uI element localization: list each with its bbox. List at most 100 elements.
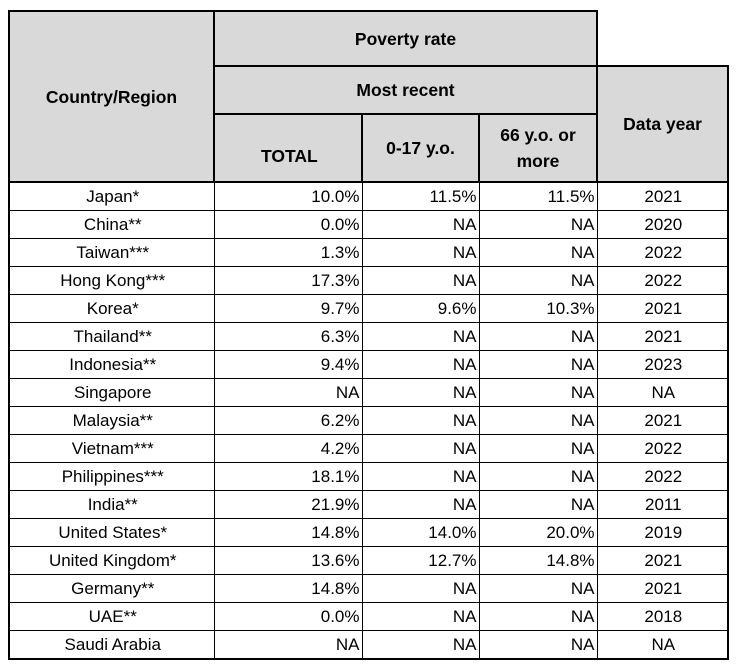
country-cell: United Kingdom* (8, 546, 215, 575)
header-total: TOTAL (213, 113, 363, 183)
country-cell: Taiwan*** (8, 238, 215, 267)
age-0-17-cell: NA (361, 574, 480, 603)
table-body: Japan* 10.0% 11.5% 11.5% 2021 China** 0.0% NA NA… (8, 181, 730, 660)
table-row: Thailand** 6.3% NA NA 2021 (8, 322, 730, 351)
table-row: Vietnam*** 4.2% NA NA 2022 (8, 434, 730, 463)
age-0-17-cell: 9.6% (361, 294, 480, 323)
header-country-region: Country/Region (8, 10, 215, 183)
age-0-17-cell: NA (361, 490, 480, 519)
country-cell: United States* (8, 518, 215, 547)
age-66-plus-cell: NA (478, 238, 598, 267)
age-66-plus-cell: NA (478, 434, 598, 463)
country-cell: Singapore (8, 378, 215, 407)
total-cell: NA (213, 378, 363, 407)
table-row: Singapore NA NA NA NA (8, 378, 730, 407)
age-66-plus-cell: NA (478, 322, 598, 351)
table-row: China** 0.0% NA NA 2020 (8, 210, 730, 239)
age-66-plus-cell: NA (478, 602, 598, 631)
total-cell: 14.8% (213, 518, 363, 547)
age-66-plus-cell: NA (478, 210, 598, 239)
age-0-17-cell: 14.0% (361, 518, 480, 547)
data-year-cell: 2020 (596, 210, 730, 239)
age-66-plus-cell: 10.3% (478, 294, 598, 323)
total-cell: 6.3% (213, 322, 363, 351)
data-year-cell: NA (596, 378, 730, 407)
age-0-17-cell: NA (361, 434, 480, 463)
total-cell: 10.0% (213, 181, 363, 211)
table-row: UAE** 0.0% NA NA 2018 (8, 602, 730, 631)
total-cell: NA (213, 630, 363, 660)
total-cell: 0.0% (213, 602, 363, 631)
table-row: Indonesia** 9.4% NA NA 2023 (8, 350, 730, 379)
country-cell: Hong Kong*** (8, 266, 215, 295)
age-66-plus-cell: NA (478, 630, 598, 660)
age-0-17-cell: NA (361, 378, 480, 407)
table-row: Malaysia** 6.2% NA NA 2021 (8, 406, 730, 435)
country-cell: Indonesia** (8, 350, 215, 379)
total-cell: 9.4% (213, 350, 363, 379)
table-row: India** 21.9% NA NA 2011 (8, 490, 730, 519)
country-cell: India** (8, 490, 215, 519)
age-66-plus-cell: 11.5% (478, 181, 598, 211)
total-cell: 18.1% (213, 462, 363, 491)
age-66-plus-cell: NA (478, 490, 598, 519)
data-year-cell: 2018 (596, 602, 730, 631)
age-66-plus-cell: NA (478, 350, 598, 379)
age-0-17-cell: NA (361, 210, 480, 239)
age-0-17-cell: NA (361, 322, 480, 351)
total-cell: 13.6% (213, 546, 363, 575)
data-year-cell: 2021 (596, 322, 730, 351)
total-cell: 6.2% (213, 406, 363, 435)
header-age-66-plus: 66 y.o. or more (477, 113, 599, 183)
header-poverty-rate: Poverty rate (212, 10, 599, 67)
country-cell: Vietnam*** (8, 434, 215, 463)
data-year-cell: 2021 (596, 546, 730, 575)
age-0-17-cell: NA (361, 630, 480, 660)
age-0-17-cell: NA (361, 406, 480, 435)
header-age-0-17: 0-17 y.o. (361, 113, 480, 183)
total-cell: 17.3% (213, 266, 363, 295)
header-most-recent: Most recent (212, 65, 599, 115)
table-row: United States* 14.8% 14.0% 20.0% 2019 (8, 518, 730, 547)
table-header: Country/Region Poverty rate Most recent … (8, 10, 730, 183)
data-year-cell: 2022 (596, 434, 730, 463)
table-row: Saudi Arabia NA NA NA NA (8, 630, 730, 660)
age-66-plus-cell: NA (478, 574, 598, 603)
poverty-rate-table: Country/Region Poverty rate Most recent … (8, 10, 730, 660)
country-cell: UAE** (8, 602, 215, 631)
data-year-cell: 2021 (596, 406, 730, 435)
table-row: Japan* 10.0% 11.5% 11.5% 2021 (8, 181, 730, 211)
data-year-cell: 2022 (596, 266, 730, 295)
country-cell: Thailand** (8, 322, 215, 351)
age-0-17-cell: NA (361, 266, 480, 295)
age-0-17-cell: NA (361, 238, 480, 267)
age-66-plus-cell: NA (478, 406, 598, 435)
age-66-plus-cell: NA (478, 378, 598, 407)
age-0-17-cell: NA (361, 462, 480, 491)
data-year-cell: 2019 (596, 518, 730, 547)
header-blank-cell (596, 11, 729, 67)
table-row: United Kingdom* 13.6% 12.7% 14.8% 2021 (8, 546, 730, 575)
country-cell: Japan* (8, 181, 215, 211)
age-0-17-cell: 11.5% (361, 181, 480, 211)
total-cell: 9.7% (213, 294, 363, 323)
age-66-plus-cell: 14.8% (478, 546, 598, 575)
data-year-cell: 2022 (596, 238, 730, 267)
country-cell: Korea* (8, 294, 215, 323)
data-year-cell: 2021 (596, 181, 730, 211)
data-year-cell: 2011 (596, 490, 730, 519)
age-66-plus-cell: 20.0% (478, 518, 598, 547)
table-row: Taiwan*** 1.3% NA NA 2022 (8, 238, 730, 267)
total-cell: 1.3% (213, 238, 363, 267)
country-cell: Saudi Arabia (8, 630, 215, 660)
poverty-rate-table-container: Country/Region Poverty rate Most recent … (8, 10, 730, 660)
data-year-cell: 2023 (596, 350, 730, 379)
data-year-cell: 2021 (596, 294, 730, 323)
age-66-plus-cell: NA (478, 462, 598, 491)
data-year-cell: 2021 (596, 574, 730, 603)
age-0-17-cell: NA (361, 350, 480, 379)
table-row: Philippines*** 18.1% NA NA 2022 (8, 462, 730, 491)
country-cell: Malaysia** (8, 406, 215, 435)
country-cell: China** (8, 210, 215, 239)
table-row: Germany** 14.8% NA NA 2021 (8, 574, 730, 603)
